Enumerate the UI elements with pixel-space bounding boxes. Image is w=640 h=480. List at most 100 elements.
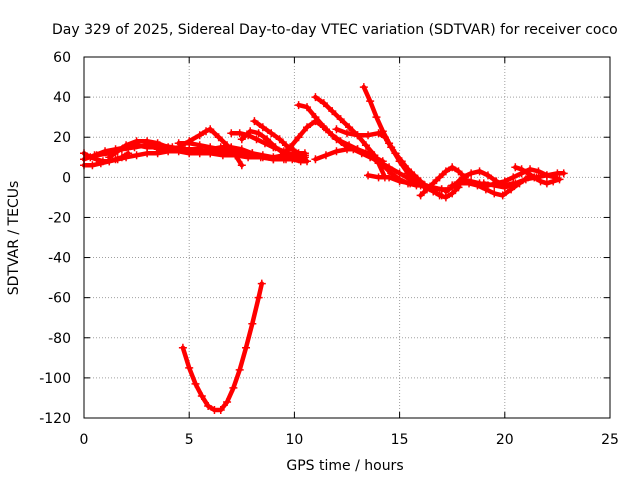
data-point: [353, 145, 362, 154]
data-point: [353, 131, 362, 140]
data-point: [364, 131, 373, 140]
data-point: [258, 151, 267, 160]
data-point: [286, 143, 295, 152]
data-point: [223, 141, 232, 150]
data-point: [195, 131, 204, 140]
data-point: [235, 129, 244, 138]
data-point: [246, 127, 255, 136]
data-point: [271, 143, 280, 152]
series-sat-w: [511, 163, 564, 188]
y-tick-label: -20: [48, 210, 71, 226]
data-point: [216, 145, 225, 154]
data-point: [132, 151, 141, 160]
data-point: [372, 113, 381, 122]
series-layer: [80, 83, 568, 414]
data-point: [288, 155, 297, 164]
data-point: [332, 125, 341, 134]
series-sat-e: [105, 137, 211, 162]
data-point: [416, 191, 425, 200]
x-tick-label: 25: [601, 432, 619, 448]
data-point: [359, 83, 368, 92]
y-tick-label: -60: [48, 291, 71, 307]
series-line: [180, 281, 265, 413]
data-point: [429, 179, 438, 188]
data-point: [343, 145, 351, 154]
data-point: [483, 171, 492, 180]
data-point: [257, 279, 266, 288]
data-point: [517, 165, 526, 174]
ticks: [83, 56, 611, 419]
data-point: [153, 145, 162, 154]
data-point: [178, 343, 187, 352]
data-point: [214, 133, 223, 142]
data-point: [311, 93, 320, 102]
data-point: [385, 139, 394, 148]
y-tick-label: -120: [39, 411, 71, 427]
data-point: [559, 169, 568, 178]
data-point: [374, 173, 383, 182]
data-point: [536, 177, 545, 186]
data-point: [124, 149, 133, 158]
data-point: [294, 133, 303, 142]
data-point: [364, 171, 373, 180]
data-point: [191, 379, 200, 388]
data-point: [454, 167, 463, 176]
chart-title: Day 329 of 2025, Sidereal Day-to-day VTE…: [52, 22, 618, 38]
data-point: [303, 123, 312, 132]
data-point: [277, 151, 286, 160]
data-point: [542, 179, 551, 188]
data-point: [511, 163, 520, 172]
data-point: [542, 171, 551, 180]
data-point: [294, 101, 303, 110]
data-point: [366, 97, 375, 106]
data-point: [111, 155, 120, 164]
series-sat-f: [153, 125, 246, 170]
data-point: [122, 141, 131, 150]
data-point: [530, 173, 539, 182]
data-point: [143, 137, 152, 146]
data-point: [332, 135, 341, 144]
data-point: [345, 123, 354, 132]
data-point: [258, 123, 267, 132]
data-point: [164, 145, 173, 154]
series-sat-o: [311, 145, 389, 182]
data-point: [303, 157, 312, 166]
data-point: [300, 151, 309, 160]
data-point: [174, 139, 183, 148]
data-point: [294, 149, 303, 158]
data-point: [254, 129, 263, 138]
data-point: [498, 191, 507, 200]
data-point: [467, 169, 476, 178]
data-point: [237, 135, 246, 144]
series-line: [361, 84, 461, 200]
data-point: [395, 177, 404, 186]
data-point: [500, 183, 509, 192]
data-point: [202, 127, 211, 136]
data-point: [456, 179, 465, 188]
data-point: [281, 141, 290, 150]
data-point: [235, 365, 244, 374]
data-point: [467, 177, 476, 186]
y-tick-label: 40: [53, 90, 71, 106]
data-point: [269, 153, 278, 162]
y-tick-label: -100: [39, 371, 71, 387]
data-point: [526, 165, 535, 174]
data-point: [364, 149, 373, 158]
series-sat-j: [250, 117, 309, 160]
data-point: [385, 173, 394, 182]
data-point: [195, 141, 204, 150]
data-point: [267, 129, 276, 138]
data-point: [185, 363, 194, 372]
data-point: [332, 147, 341, 156]
data-point: [197, 391, 206, 400]
data-point: [92, 151, 101, 160]
data-point: [275, 135, 284, 144]
x-tick-labels: 0 5 10 15 20 25: [80, 432, 619, 448]
data-point: [523, 169, 532, 178]
y-tick-label: -80: [48, 331, 71, 347]
data-point: [86, 153, 95, 162]
x-tick-label: 15: [391, 432, 409, 448]
data-point: [378, 127, 387, 136]
data-point: [435, 191, 444, 200]
